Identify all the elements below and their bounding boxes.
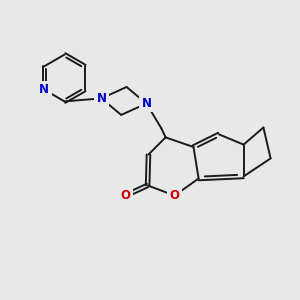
Text: O: O: [120, 189, 130, 202]
Text: N: N: [141, 97, 152, 110]
Text: O: O: [169, 189, 180, 202]
Text: N: N: [39, 83, 49, 96]
Text: N: N: [96, 92, 106, 105]
